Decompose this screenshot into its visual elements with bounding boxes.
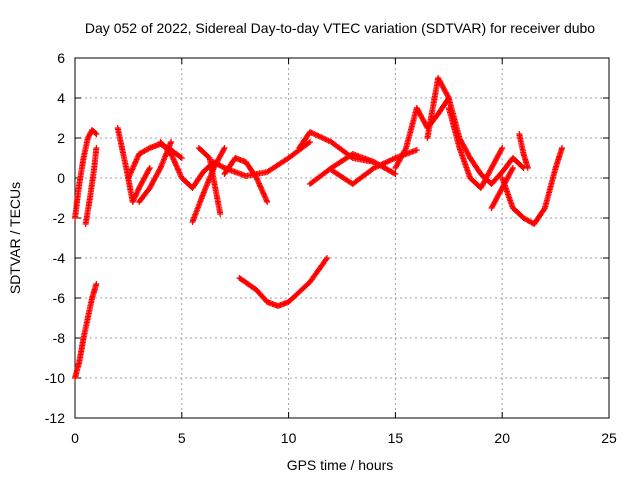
data-point-markers <box>236 255 330 309</box>
x-axis-label: GPS time / hours <box>287 457 394 473</box>
series-arc-01 <box>72 281 100 381</box>
y-tick-label: -12 <box>45 410 65 426</box>
x-tick-label: 0 <box>71 430 79 446</box>
data-point-markers <box>221 155 271 205</box>
y-tick-label: 4 <box>57 90 65 106</box>
x-tick-label: 10 <box>281 430 297 446</box>
series-arc-18 <box>445 105 506 191</box>
data-point-markers <box>307 151 399 187</box>
series-arc-14 <box>307 151 399 187</box>
series-arc-03 <box>82 145 100 227</box>
y-tick-label: -8 <box>53 330 66 346</box>
series-arc-15 <box>328 147 420 187</box>
series-layer <box>72 75 565 381</box>
series-arc-10 <box>221 155 271 205</box>
y-tick-label: 2 <box>57 130 65 146</box>
data-point-markers <box>195 145 224 217</box>
plot-frame <box>74 57 610 419</box>
y-tick-label: 0 <box>57 170 65 186</box>
data-point-markers <box>328 147 420 187</box>
chart-title: Day 052 of 2022, Sidereal Day-to-day VTE… <box>85 20 595 36</box>
series-arc-16 <box>392 95 452 171</box>
series-arc-12 <box>236 255 330 309</box>
x-tick-label: 15 <box>388 430 404 446</box>
series-arc-21 <box>499 145 565 227</box>
series-arc-09 <box>195 145 224 217</box>
data-point-markers <box>82 145 100 227</box>
series-arc-17 <box>424 75 474 161</box>
data-point-markers <box>72 281 100 381</box>
data-point-markers <box>392 95 452 171</box>
x-tick-label: 25 <box>601 430 617 446</box>
data-point-markers <box>424 75 474 161</box>
x-tick-label: 20 <box>494 430 510 446</box>
data-point-markers <box>221 139 313 179</box>
y-tick-label: -4 <box>53 250 66 266</box>
y-tick-label: -2 <box>53 210 66 226</box>
data-point-markers <box>467 155 527 187</box>
data-point-markers <box>516 131 531 171</box>
y-tick-label: -6 <box>53 290 66 306</box>
series-arc-22 <box>516 131 531 171</box>
y-tick-label: -10 <box>45 370 65 386</box>
y-tick-label: 6 <box>57 50 65 66</box>
data-point-markers <box>72 127 100 221</box>
x-tick-label: 5 <box>178 430 186 446</box>
series-arc-19 <box>467 155 527 187</box>
y-axis-label: SDTVAR / TECUs <box>7 182 23 294</box>
data-point-markers <box>499 145 565 227</box>
series-arc-11 <box>221 139 313 179</box>
grid-layer <box>75 58 609 418</box>
data-point-markers <box>445 105 506 191</box>
series-arc-02 <box>72 127 100 221</box>
